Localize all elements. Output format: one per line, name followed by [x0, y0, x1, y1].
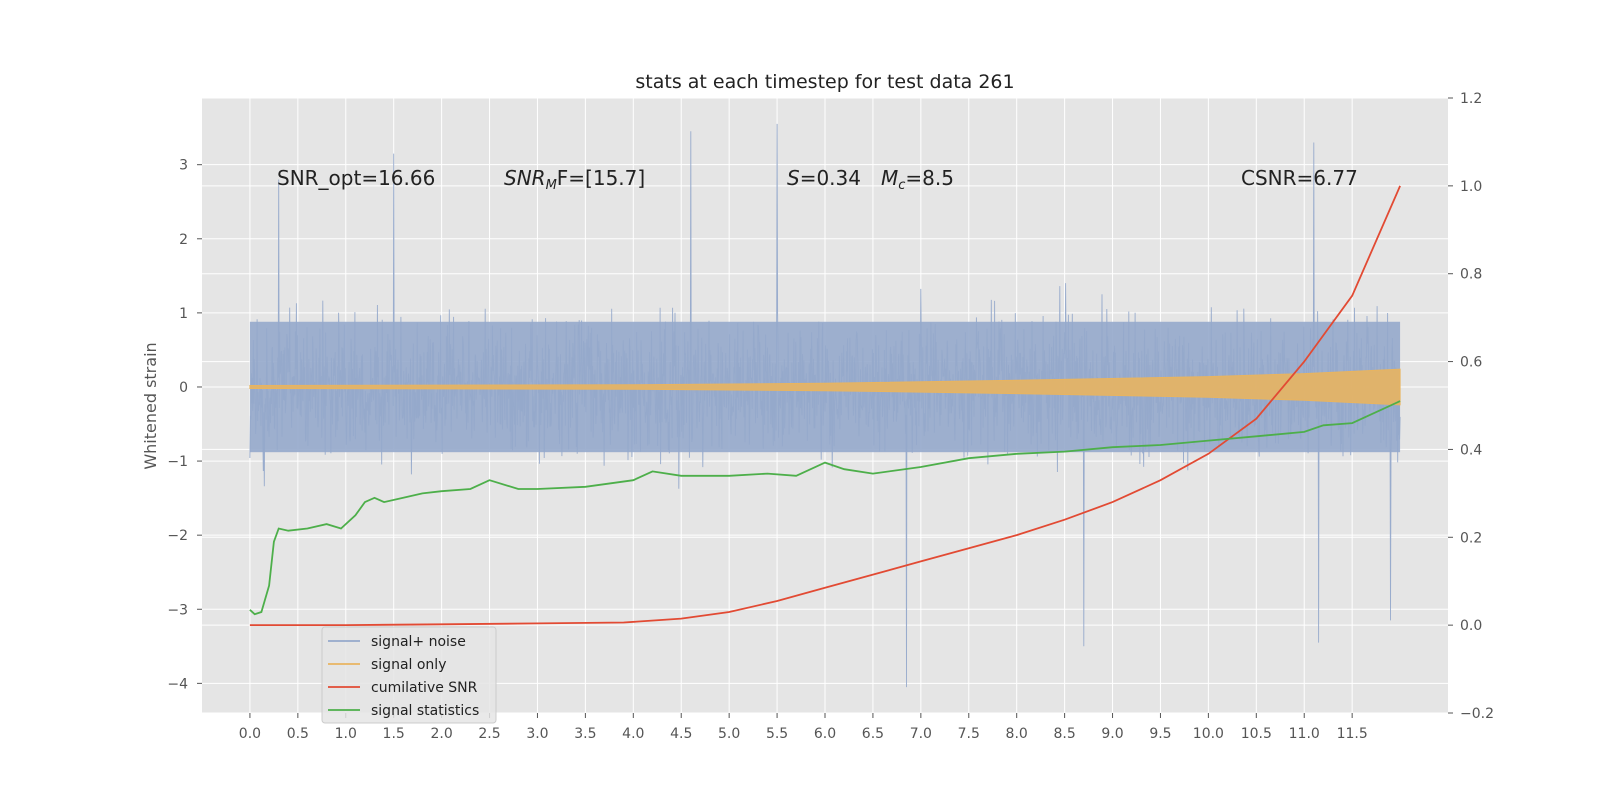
- x-tick-label: 8.0: [1006, 726, 1028, 742]
- y-axis-left: 3 2 1 0 −1 −2 −3 −4: [167, 158, 202, 692]
- x-tick-label: 9.5: [1149, 726, 1171, 742]
- x-axis: 0.0 0.5 1.0 1.5 2.0 2.5 3.0 3.5 4.0 4.5 5.0 5.5 6.0 6…: [239, 713, 1368, 742]
- chart-title: stats at each timestep for test data 261: [635, 71, 1014, 93]
- y2-tick-label: 0.8: [1460, 267, 1482, 283]
- x-tick-label: 0.5: [287, 726, 309, 742]
- x-tick-label: 2.5: [478, 726, 500, 742]
- x-tick-label: 10.0: [1193, 726, 1224, 742]
- x-tick-label: 3.0: [526, 726, 548, 742]
- y-tick-label: −4: [167, 676, 188, 692]
- y-tick-label: 0: [179, 380, 188, 396]
- x-tick-label: 1.5: [383, 726, 405, 742]
- x-tick-label: 11.0: [1289, 726, 1320, 742]
- annotation-mc-rest: =8.5: [905, 166, 954, 190]
- y2-tick-label: 1.0: [1460, 179, 1482, 195]
- x-tick-label: 0.0: [239, 726, 261, 742]
- annotation-mc-sub: c: [898, 178, 905, 193]
- x-tick-label: 3.5: [574, 726, 596, 742]
- x-tick-label: 8.5: [1053, 726, 1075, 742]
- annotation-mc-main: M: [881, 166, 898, 190]
- annotation-s-main: S: [787, 166, 800, 190]
- x-tick-label: 5.5: [766, 726, 788, 742]
- x-tick-label: 6.5: [862, 726, 884, 742]
- x-tick-label: 7.5: [958, 726, 980, 742]
- legend-label-signal-noise: signal+ noise: [371, 634, 466, 650]
- y2-tick-label: 0.6: [1460, 355, 1482, 371]
- y2-tick-label: 0.4: [1460, 442, 1482, 458]
- x-tick-label: 7.0: [910, 726, 932, 742]
- legend-box: [321, 626, 497, 724]
- y-tick-label: 3: [179, 158, 188, 174]
- x-tick-label: 4.0: [622, 726, 644, 742]
- legend-label-signal-only: signal only: [371, 657, 446, 673]
- x-tick-label: 9.0: [1101, 726, 1123, 742]
- x-tick-label: 5.0: [718, 726, 740, 742]
- y-axis-right: 1.2 1.0 0.8 0.6 0.4 0.2 0.0 −0.2: [1448, 91, 1494, 722]
- annotation-s: S=0.34: [787, 166, 861, 190]
- y-axis-label: Whitened strain: [141, 342, 160, 469]
- y2-tick-label: 0.0: [1460, 618, 1482, 634]
- annotation-mc: Mc=8.5: [881, 166, 954, 193]
- y2-tick-label: 0.2: [1460, 530, 1482, 546]
- annotation-snr-opt: SNR_opt=16.66: [277, 166, 435, 190]
- y-tick-label: −1: [167, 454, 188, 470]
- series-signal-statistics: [249, 400, 1401, 616]
- legend: signal+ noise signal only cumilative SNR…: [321, 626, 497, 724]
- x-tick-label: 1.0: [335, 726, 357, 742]
- x-tick-label: 6.0: [814, 726, 836, 742]
- legend-label-cumulative-snr: cumilative SNR: [371, 680, 478, 696]
- x-tick-label: 11.5: [1337, 726, 1368, 742]
- x-tick-label: 10.5: [1241, 726, 1272, 742]
- annotation-s-rest: =0.34: [800, 166, 861, 190]
- x-tick-label: 2.0: [430, 726, 452, 742]
- series-cumulative-snr: [249, 185, 1401, 626]
- x-tick-label: 4.5: [670, 726, 692, 742]
- y2-tick-label: 1.2: [1460, 91, 1482, 107]
- annotation-csnr: CSNR=6.77: [1241, 166, 1358, 190]
- annotation-snr-mf: SNRMF=[15.7]: [504, 166, 645, 193]
- y-tick-label: 1: [179, 306, 188, 322]
- y-tick-label: −2: [167, 528, 188, 544]
- y2-tick-label: −0.2: [1460, 706, 1494, 722]
- annotation-snr-mf-rest: F=[15.7]: [557, 166, 645, 190]
- series-signal-only: [249, 368, 1401, 406]
- annotation-snr-mf-main: SNR: [504, 166, 546, 190]
- y-tick-label: −3: [167, 602, 188, 618]
- legend-label-signal-statistics: signal statistics: [371, 703, 479, 719]
- annotation-snr-mf-sub: M: [546, 178, 557, 193]
- y-tick-label: 2: [179, 232, 188, 248]
